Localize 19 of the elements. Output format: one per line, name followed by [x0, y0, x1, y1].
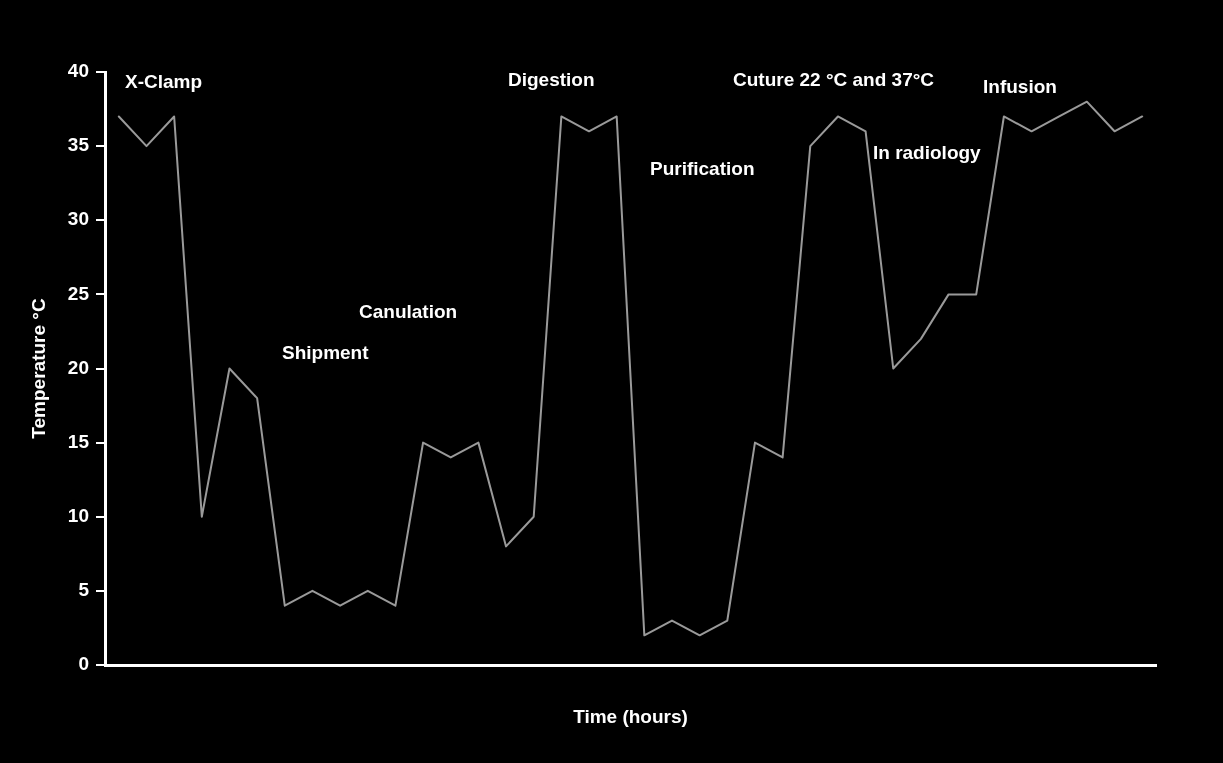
y-tick-label: 25: [67, 282, 90, 304]
annotation: Canulation: [359, 301, 458, 323]
annotation: X-Clamp: [125, 71, 203, 93]
annotation: In radiology: [873, 142, 982, 164]
x-axis-title: Time (hours): [573, 706, 688, 728]
y-tick-label: 10: [67, 504, 89, 526]
y-axis-title: Temperature °C: [28, 298, 50, 439]
y-tick-label: 5: [78, 579, 90, 601]
y-tick-label: 20: [67, 356, 89, 378]
annotation: Cuture 22 °C and 37°C: [733, 69, 935, 91]
y-tick-label: 35: [67, 134, 90, 156]
annotation: Shipment: [282, 342, 370, 364]
y-tick-label: 40: [67, 60, 89, 82]
annotation: Purification: [650, 158, 755, 180]
y-tick-label: 30: [67, 208, 89, 230]
annotation: Infusion: [983, 76, 1057, 98]
annotation: Digestion: [508, 69, 595, 91]
y-tick-label: 15: [67, 430, 90, 452]
y-tick-label: 0: [78, 653, 89, 675]
